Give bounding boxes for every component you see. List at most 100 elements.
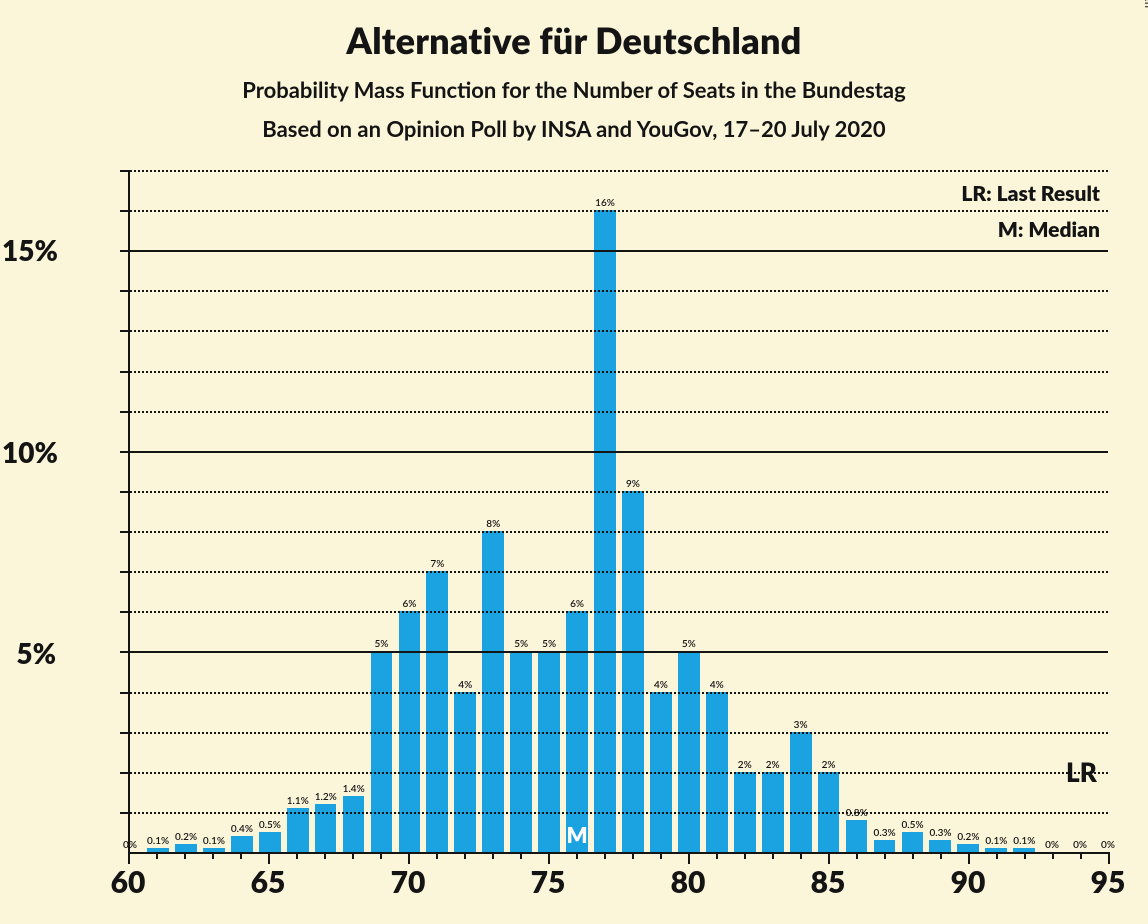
y-tick [120,611,130,613]
bar-value-label: 1.1% [287,795,309,807]
gridline-major [130,651,1108,653]
bar: 1.1% [287,808,309,852]
bar-value-label: 9% [622,478,644,490]
bar-value-label: 0.1% [203,835,225,847]
gridline-minor [130,290,1108,292]
chart-subtitle-2: Based on an Opinion Poll by INSA and You… [0,115,1148,142]
gridline-minor [130,611,1108,613]
bar: 0.3% [929,840,951,852]
x-tick [464,852,466,859]
bar: 7% [426,571,448,852]
bar: 0.2% [957,844,979,852]
chart-subtitle-1: Probability Mass Function for the Number… [0,76,1148,103]
x-axis-label: 80 [671,864,706,900]
bar-value-label: 7% [426,558,448,570]
y-tick [120,732,130,734]
bar-value-label: 1.4% [343,783,365,795]
x-axis-label: 95 [1091,864,1126,900]
gridline-minor [130,411,1108,413]
bar-value-label: 5% [678,638,700,650]
x-tick [940,852,942,859]
x-tick [212,852,214,859]
bar: 0.2% [175,844,197,852]
x-axis-label: 85 [811,864,846,900]
bar: 5% [371,651,393,852]
x-tick [576,852,578,859]
x-axis-label: 70 [391,864,426,900]
x-tick [604,852,606,859]
x-tick [632,852,634,859]
y-tick [120,651,130,653]
x-tick [296,852,298,859]
gridline-minor [130,531,1108,533]
bar: 5% [678,651,700,852]
y-tick [120,692,130,694]
x-tick [968,852,970,864]
gridline-minor [130,772,1108,774]
bar-value-label: 0.1% [147,835,169,847]
x-tick [436,852,438,859]
bar-value-label: 2% [818,759,840,771]
y-tick [120,451,130,453]
gridline-minor [130,210,1108,212]
bars-container: 0%0.1%0.2%0.1%0.4%0.5%1.1%1.2%1.4%5%6%7%… [130,170,1108,852]
x-tick [268,852,270,864]
x-tick [240,852,242,859]
bar-value-label: 0.2% [957,831,979,843]
bar: 1.4% [343,796,365,852]
x-axis-label: 75 [531,864,566,900]
bar: 0.8% [846,820,868,852]
copyright-text: © 2021 Filip van Laenen [1142,0,1148,8]
gridline-major [130,451,1108,453]
x-tick [800,852,802,859]
x-tick [688,852,690,864]
y-tick [120,531,130,533]
bar-value-label: 2% [762,759,784,771]
x-tick [828,852,830,864]
x-tick [184,852,186,859]
bar-value-label: 0.1% [1013,835,1035,847]
y-tick [120,812,130,814]
median-marker: M [566,821,588,848]
x-tick [660,852,662,859]
gridline-minor [130,732,1108,734]
bar: 9% [622,491,644,852]
bar-value-label: 0% [1097,839,1119,851]
gridline-minor [130,330,1108,332]
bar-value-label: 0.4% [231,823,253,835]
y-tick [120,330,130,332]
y-axis-labels: 5%10%15% [2,170,56,854]
bar-value-label: 0.5% [902,819,924,831]
x-tick [772,852,774,859]
bar-value-label: 6% [399,598,421,610]
x-axis-label: 65 [251,864,286,900]
x-tick [716,852,718,859]
x-tick [744,852,746,859]
x-tick [1024,852,1026,859]
bar-value-label: 6% [566,598,588,610]
x-axis: 6065707580859095 [128,854,1108,902]
chart-title: Alternative für Deutschland [0,18,1148,62]
y-tick [120,571,130,573]
bar-value-label: 4% [454,679,476,691]
x-tick [324,852,326,859]
bar-value-label: 4% [706,679,728,691]
bar-value-label: 0.3% [929,827,951,839]
bar-value-label: 0.2% [175,831,197,843]
y-tick [120,210,130,212]
bar-value-label: 1.2% [315,791,337,803]
y-axis-label: 10% [2,435,56,469]
bar-value-label: 5% [371,638,393,650]
gridline-major [130,250,1108,252]
bar: 0.3% [874,840,896,852]
gridline-minor [130,692,1108,694]
y-tick [120,491,130,493]
bar: 0.5% [259,832,281,852]
bar-value-label: 5% [538,638,560,650]
x-tick [1108,852,1110,864]
x-tick [352,852,354,859]
x-tick [856,852,858,859]
y-tick [120,411,130,413]
gridline-minor [130,812,1108,814]
x-tick [520,852,522,859]
